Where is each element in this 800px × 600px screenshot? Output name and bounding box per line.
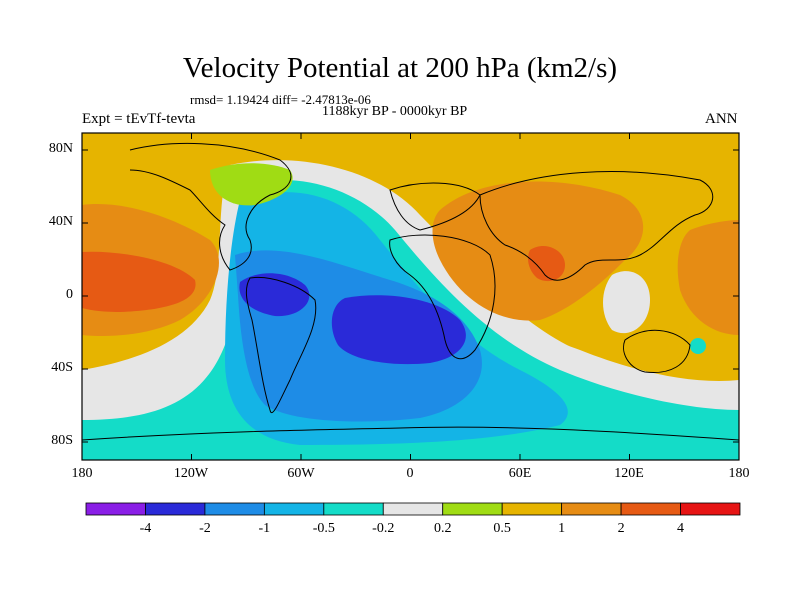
colorbar-swatch [263, 502, 325, 516]
colorbar-label: 2 [617, 521, 625, 536]
colorbar [85, 502, 741, 516]
season-label: ANN [705, 111, 738, 127]
deep-blue-center [331, 295, 466, 365]
north-america-coast [129, 142, 292, 271]
red-orange-india [528, 245, 565, 282]
deep-blue-west [239, 273, 310, 317]
colorbar-swatch [561, 502, 622, 516]
stats-label: rmsd= 1.19424 diff= -2.47813e-06 [190, 92, 371, 107]
colorbar-swatch [442, 502, 503, 516]
lon-tick-label: 120W [173, 466, 209, 481]
colorbar-swatch [620, 502, 681, 516]
colorbar-label: 0.5 [493, 521, 511, 536]
colorbar-swatch [323, 502, 384, 516]
colorbar-swatch [382, 502, 444, 516]
colorbar-swatch [204, 502, 265, 516]
colorbar-label: 4 [677, 521, 685, 536]
lat-tick-label: 0 [66, 287, 73, 302]
colorbar-label: 1 [558, 521, 566, 536]
white-indonesia [603, 271, 650, 334]
australia-coast [623, 329, 691, 374]
experiment-label: Expt = tEvTf-tevta [82, 111, 196, 127]
lon-tick-label: 60E [508, 466, 532, 481]
colorbar-swatch [680, 502, 741, 516]
colorbar-swatch [501, 502, 563, 516]
colorbar-swatch [145, 502, 206, 516]
colorbar-label: 0.2 [433, 521, 452, 536]
map-title: Velocity Potential at 200 hPa (km2/s) [182, 52, 618, 84]
axis-ticks [81, 133, 740, 460]
colorbar-label: -1 [258, 521, 271, 536]
colorbar-label: -0.2 [372, 521, 395, 536]
teal-spot [690, 338, 706, 354]
lat-tick-label: 80S [51, 433, 73, 448]
lat-tick-label: 40S [51, 360, 73, 375]
lat-tick-label: 40N [48, 214, 73, 229]
colorbar-label: -4 [139, 521, 152, 536]
lon-tick-label: 180 [728, 466, 750, 481]
orange-east [677, 220, 739, 335]
africa-coast [389, 234, 496, 360]
lon-tick-label: 0 [406, 466, 414, 481]
coastlines [82, 142, 739, 441]
europe-coast [389, 182, 481, 231]
lon-tick-label: 60W [287, 466, 315, 481]
lon-tick-label: 180 [71, 466, 93, 481]
red-orange-west [82, 251, 196, 312]
contour-field [82, 133, 739, 460]
lat-tick-label: 80N [48, 141, 73, 156]
colorbar-label: -0.5 [312, 521, 335, 536]
antarctica-coast [82, 426, 739, 441]
colorbar-swatch [85, 502, 146, 516]
period-label: 1188kyr BP - 0000kyr BP [322, 104, 468, 119]
asia-coast [479, 171, 713, 281]
colorbar-label: -2 [199, 521, 211, 536]
south-america-coast [245, 276, 317, 413]
lon-tick-label: 120E [614, 466, 644, 481]
